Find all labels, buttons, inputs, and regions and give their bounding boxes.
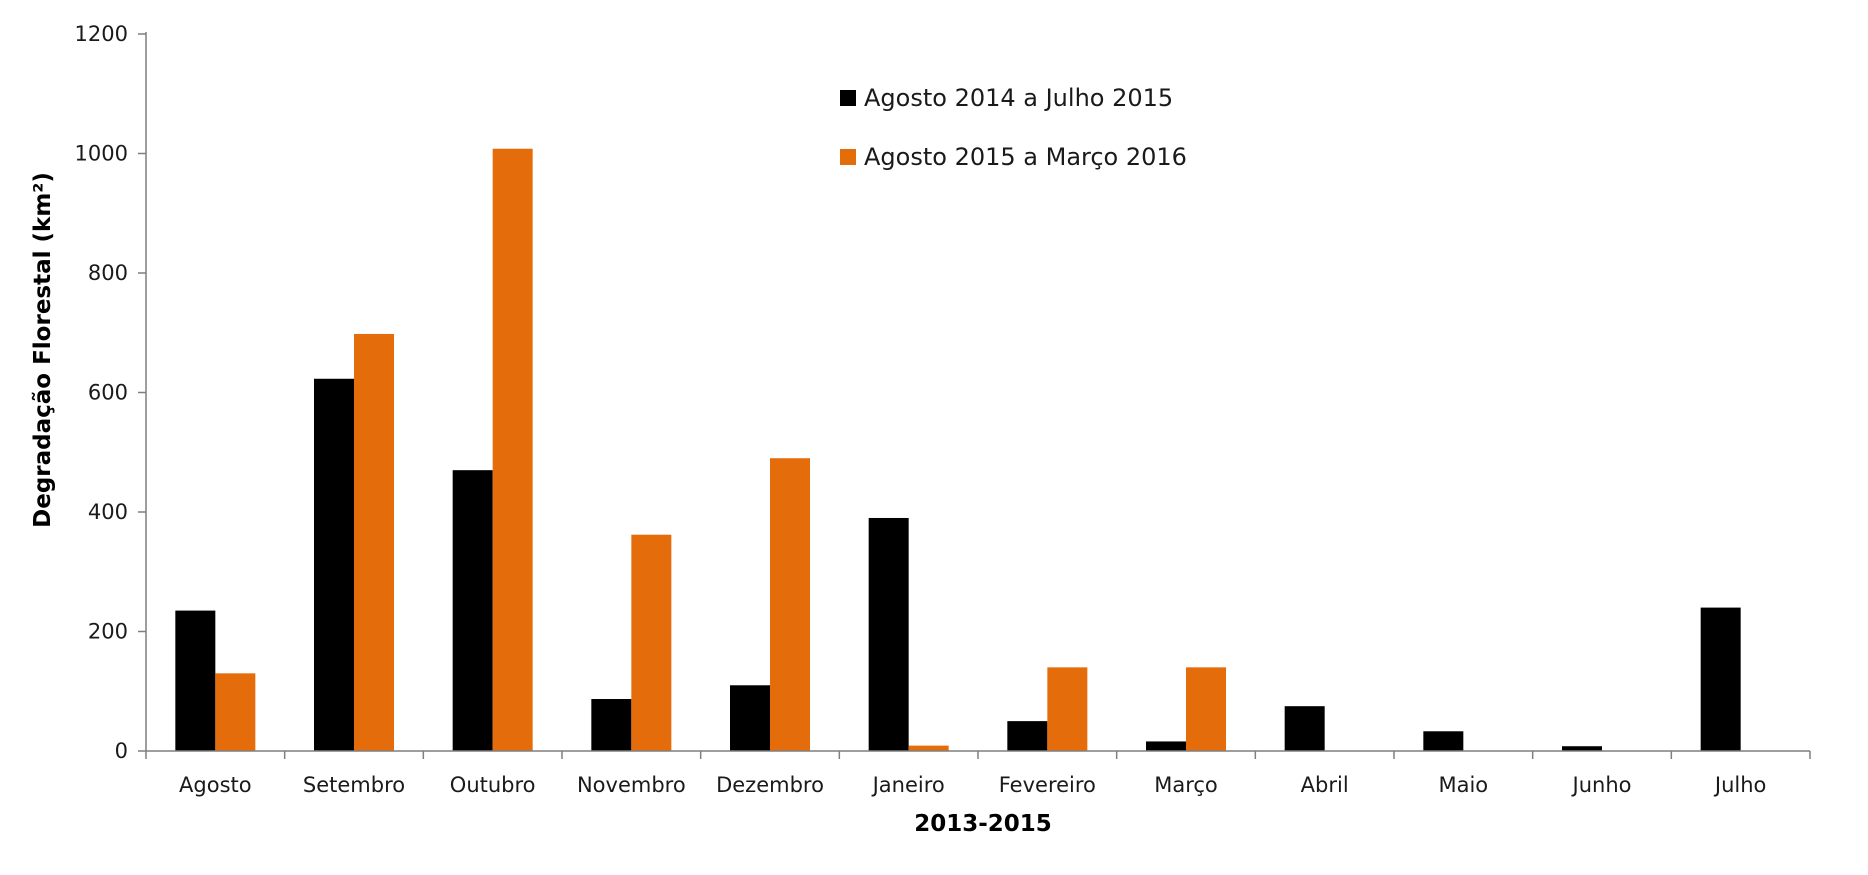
x-tick-label: Agosto: [179, 773, 252, 797]
x-tick-label: Abril: [1301, 773, 1349, 797]
bar-series-1-abril: [1284, 706, 1325, 751]
axes-group: 0 200 400 600 800 1000 1200 Agosto Setembro Outub…: [75, 22, 1811, 797]
y-tick-label: 1000: [75, 142, 128, 166]
bar-series-2-janeiro: [908, 745, 949, 751]
bar-series-1-outubro: [452, 470, 493, 751]
x-tick-label: Outubro: [450, 773, 536, 797]
bar-series-1-março: [1146, 741, 1186, 751]
bar-series-2-novembro: [631, 534, 672, 751]
x-tick-label: Março: [1154, 773, 1218, 797]
bar-series-1-maio: [1423, 731, 1464, 751]
bar-series-2-agosto: [215, 673, 256, 751]
bar-series-1-junho: [1562, 746, 1602, 751]
bar-series-1-novembro: [591, 699, 632, 751]
y-tick-label: 0: [115, 739, 128, 763]
bar-series-1-julho: [1700, 607, 1741, 751]
x-tick-label: Novembro: [577, 773, 686, 797]
y-axis-title: Degradação Florestal (km²): [30, 172, 56, 528]
x-tick-label: Janeiro: [871, 773, 945, 797]
bar-series-2-setembro: [354, 333, 394, 751]
x-tick-label: Setembro: [303, 773, 405, 797]
x-tick-label: Fevereiro: [999, 773, 1096, 797]
legend-swatch-series-1: [840, 90, 856, 106]
bar-series-2-outubro: [492, 148, 533, 752]
legend: Agosto 2014 a Julho 2015 Agosto 2015 a M…: [840, 84, 1187, 171]
x-tick-label: Junho: [1571, 773, 1632, 797]
y-tick-label: 800: [88, 261, 128, 285]
x-tick-label: Maio: [1438, 773, 1488, 797]
y-tick-label: 400: [88, 500, 128, 524]
bar-series-2-dezembro: [770, 458, 810, 751]
bars-group: [175, 148, 1741, 752]
legend-label-series-1: Agosto 2014 a Julho 2015: [864, 84, 1173, 112]
x-tick-label: Dezembro: [716, 773, 824, 797]
x-axis-title: 2013-2015: [914, 811, 1052, 837]
bar-series-2-março: [1186, 667, 1226, 751]
legend-swatch-series-2: [840, 149, 856, 165]
bar-series-1-fevereiro: [1007, 721, 1048, 751]
legend-label-series-2: Agosto 2015 a Março 2016: [864, 143, 1187, 171]
y-tick-label: 200: [88, 620, 128, 644]
bar-series-1-agosto: [175, 610, 216, 751]
bar-series-1-janeiro: [868, 517, 909, 751]
y-tick-label: 1200: [75, 22, 128, 46]
bar-series-1-setembro: [314, 378, 354, 751]
bar-series-2-fevereiro: [1047, 667, 1088, 751]
bar-series-1-dezembro: [730, 685, 770, 751]
x-tick-label: Julho: [1713, 773, 1767, 797]
y-tick-label: 600: [88, 381, 128, 405]
